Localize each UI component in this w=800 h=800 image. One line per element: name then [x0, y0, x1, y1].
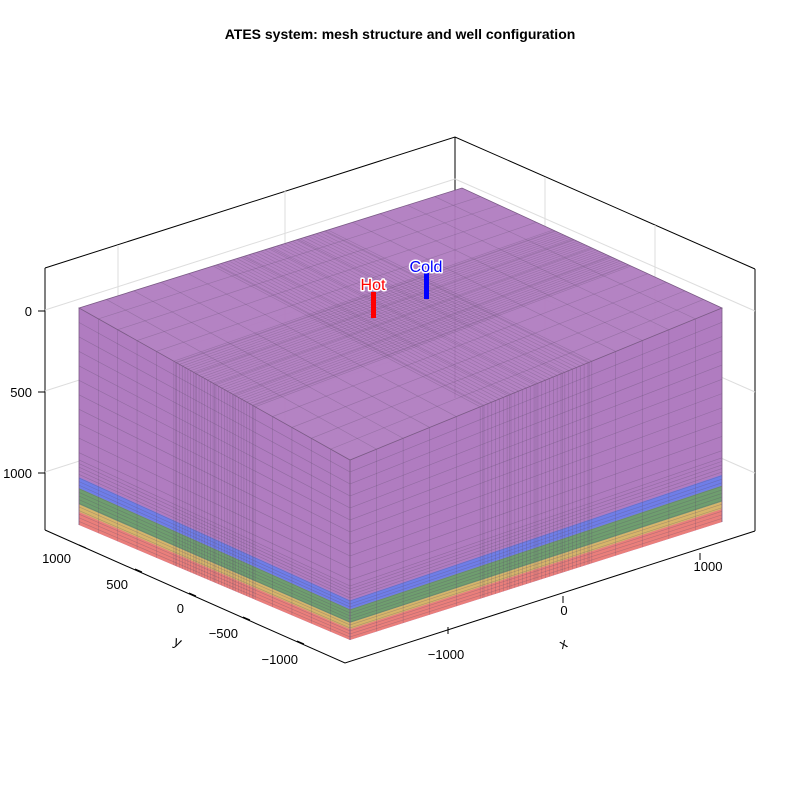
mesh-outline	[77, 187, 724, 640]
layer-band-blue	[79, 477, 350, 610]
y-tick-label: 500	[106, 577, 128, 592]
layer-band-yellow	[79, 504, 350, 630]
side-mesh-grid	[350, 318, 722, 638]
cold-well-marker	[424, 273, 429, 299]
x-tick-label: −1000	[428, 647, 465, 662]
x-tick-label: 1000	[694, 559, 723, 574]
y-tick-label: 1000	[42, 551, 71, 566]
mesh-top-face	[79, 188, 722, 460]
layer-band-red	[79, 511, 350, 640]
mesh-block	[77, 187, 724, 640]
side-mesh-grid	[79, 318, 350, 638]
z-tick-label: 1000	[3, 466, 32, 481]
cold-well-label: Cold	[410, 259, 443, 276]
z-tick-label: 0	[25, 304, 32, 319]
y-tick-label: −1000	[261, 652, 298, 667]
x-tick-label: 0	[560, 603, 567, 618]
hot-well-label: Hot	[361, 277, 386, 294]
layer-band-red	[350, 509, 722, 640]
layer-band-yellow	[350, 501, 722, 630]
hot-well-marker	[371, 292, 376, 318]
x-axis-label: x	[557, 635, 569, 652]
y-tick-label: −500	[209, 626, 238, 641]
y-axis-label: y	[172, 633, 185, 650]
mesh-right-face	[350, 308, 722, 640]
layer-band-blue	[350, 474, 722, 610]
y-tick-label: 0	[177, 601, 184, 616]
top-mesh-grid	[98, 196, 704, 450]
layer-band-green	[79, 488, 350, 623]
layer-band-green	[350, 485, 722, 623]
plot-title: ATES system: mesh structure and well con…	[225, 26, 576, 42]
wells: Hot Cold	[359, 258, 444, 318]
mesh-left-face	[79, 308, 350, 640]
floor-edges	[44, 529, 756, 664]
z-axis: 0 500 1000	[3, 304, 45, 481]
z-tick-label: 500	[10, 385, 32, 400]
